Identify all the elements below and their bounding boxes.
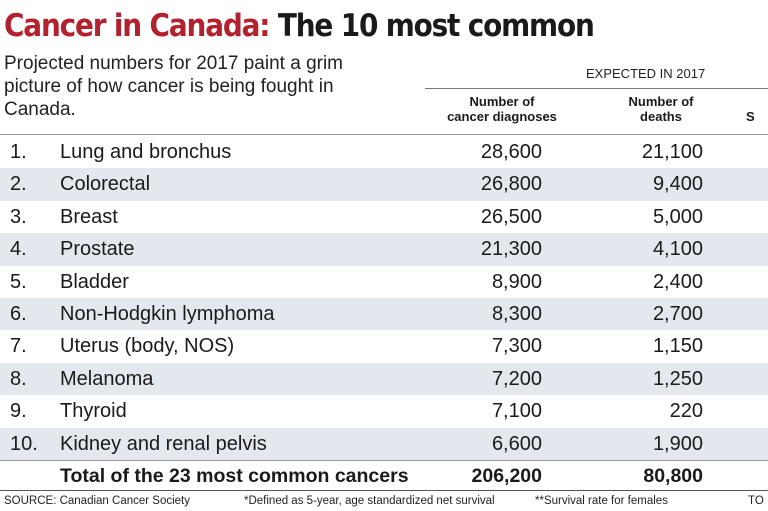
column-header-deaths-line1: Number of [628,94,694,109]
column-header-diagnoses-line1: Number of [469,94,535,109]
row-rank: 7. [10,335,27,358]
table-row: 1. Lung and bronchus 28,600 21,100 [0,136,768,168]
row-cancer-type: Non-Hodgkin lymphoma [60,302,275,325]
row-diagnoses: 8,300 [491,302,542,325]
row-cancer-type: Lung and bronchus [60,141,232,163]
row-diagnoses: 8,900 [491,270,542,293]
row-deaths: 5,000 [652,205,703,228]
group-header: EXPECTED IN 2017 [586,66,706,81]
row-diagnoses: 7,300 [491,335,542,358]
row-rank: 3. [10,205,27,228]
table-row: 8. Melanoma 7,200 1,250 [0,362,768,396]
row-cancer-type: Breast [60,205,118,228]
cancer-table: 1. Lung and bronchus 28,600 21,100 2. Co… [0,136,768,491]
row-cancer-type: Prostate [60,238,135,261]
row-rank: 9. [10,400,27,423]
row-diagnoses: 26,500 [480,205,542,228]
footer-rule [0,490,768,491]
row-cancer-type: Bladder [60,270,129,293]
row-rank: 8. [10,367,27,390]
row-diagnoses: 26,800 [480,173,542,196]
row-rank: 1. [10,141,27,163]
footer-note-females: **Survival rate for females [535,495,668,507]
row-cancer-type: Thyroid [60,400,127,423]
header-rule [0,134,768,135]
column-header-diagnoses-line2: cancer diagnoses [447,109,557,124]
table-row: 5. Bladder 8,900 2,400 [0,266,768,298]
total-row: Total of the 23 most common cancers 206,… [0,459,768,491]
table-row: 9. Thyroid 7,100 220 [0,395,768,427]
row-deaths: 2,700 [652,302,703,325]
total-diagnoses: 206,200 [471,464,543,487]
row-cancer-type: Colorectal [60,173,151,196]
footer-note-survival: *Defined as 5-year, age standardized net… [244,495,495,507]
row-deaths: 220 [669,400,703,423]
table-row: 4. Prostate 21,300 4,100 [0,233,768,266]
row-diagnoses: 7,100 [491,400,542,423]
subtitle: Projected numbers for 2017 paint a grim … [4,53,344,120]
row-diagnoses: 6,600 [491,432,542,455]
row-diagnoses: 7,200 [491,367,542,390]
row-rank: 2. [10,173,27,196]
table-row: 7. Uterus (body, NOS) 7,300 1,150 [0,330,768,362]
row-rank: 6. [10,302,27,325]
column-header-diagnoses: Number of cancer diagnoses [432,94,572,124]
column-header-deaths: Number of deaths [606,94,716,124]
table-row: 10. Kidney and renal pelvis 6,600 1,900 [0,427,768,460]
row-deaths: 1,250 [652,367,703,390]
page-title: Cancer in Canada: The 10 most common [4,6,595,46]
row-deaths: 1,150 [652,335,703,358]
row-diagnoses: 21,300 [480,238,542,261]
group-header-rule [425,88,768,89]
row-deaths: 2,400 [652,270,703,293]
footer-source: SOURCE: Canadian Cancer Society [4,495,190,507]
row-cancer-type: Melanoma [60,367,154,390]
title-accent: Cancer in Canada: [4,8,270,44]
row-cancer-type: Uterus (body, NOS) [60,335,235,358]
row-diagnoses: 28,600 [480,141,542,163]
row-cancer-type: Kidney and renal pelvis [60,432,267,455]
row-deaths: 21,100 [641,141,703,163]
row-rank: 5. [10,270,27,293]
row-deaths: 4,100 [652,238,703,261]
column-header-survival-partial: S [746,94,768,124]
row-deaths: 9,400 [652,173,703,196]
column-header-survival-partial-text: S [746,109,755,124]
table-row: 3. Breast 26,500 5,000 [0,201,768,233]
column-header-deaths-line2: deaths [640,109,682,124]
row-rank: 10. [10,432,38,455]
footer-credit-partial: TO [748,495,764,507]
row-deaths: 1,900 [652,432,703,455]
total-deaths: 80,800 [643,464,703,487]
total-label: Total of the 23 most common cancers [60,464,409,487]
row-rank: 4. [10,238,27,261]
table-row: 2. Colorectal 26,800 9,400 [0,168,768,201]
title-rest: The 10 most common [269,8,595,44]
table-row: 6. Non-Hodgkin lymphoma 8,300 2,700 [0,297,768,331]
